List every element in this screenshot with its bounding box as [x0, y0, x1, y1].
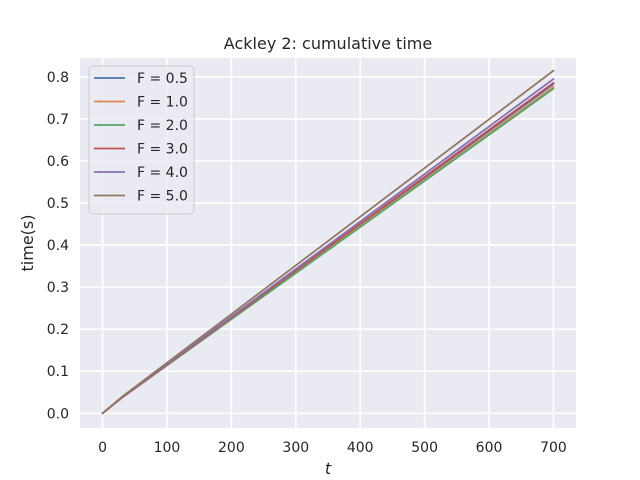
- legend-label: F = 0.5: [137, 71, 188, 87]
- x-tick-label: 200: [218, 440, 245, 456]
- y-tick-label: 0.4: [47, 238, 69, 254]
- y-tick-label: 0.6: [47, 154, 69, 170]
- y-tick-label: 0.3: [47, 280, 69, 296]
- legend-label: F = 3.0: [137, 142, 188, 158]
- x-axis-label: t: [325, 459, 332, 478]
- x-tick-label: 500: [411, 440, 438, 456]
- legend-label: F = 5.0: [137, 189, 188, 205]
- grid: [80, 58, 576, 428]
- y-axis-label: time(s): [18, 215, 37, 272]
- y-tick-label: 0.2: [47, 322, 69, 338]
- series-lines: [101, 69, 555, 415]
- legend: F = 0.5 F = 1.0 F = 2.0 F = 3.0 F = 4.0 F = 5…: [88, 65, 195, 215]
- x-tick-label: 0: [98, 440, 107, 456]
- tick-labels: 0 100 200 300 400 500 600 700 0.0 0.1 0.2 0.3 0.4 0.5…: [47, 70, 567, 456]
- x-tick-label: 100: [154, 440, 181, 456]
- y-tick-label: 0.7: [47, 112, 69, 128]
- x-tick-label: 400: [347, 440, 374, 456]
- legend-label: F = 4.0: [137, 165, 188, 181]
- legend-label: F = 1.0: [137, 95, 188, 111]
- x-tick-label: 600: [476, 440, 503, 456]
- y-tick-label: 0.0: [47, 406, 69, 422]
- chart-title: Ackley 2: cumulative time: [224, 34, 432, 53]
- y-tick-label: 0.5: [47, 196, 69, 212]
- legend-box: [88, 65, 195, 215]
- series-line-6: [101, 69, 555, 415]
- y-tick-label: 0.8: [47, 70, 69, 86]
- legend-label: F = 2.0: [137, 118, 188, 134]
- x-tick-label: 700: [540, 440, 567, 456]
- y-tick-label: 0.1: [47, 364, 69, 380]
- x-tick-label: 300: [282, 440, 309, 456]
